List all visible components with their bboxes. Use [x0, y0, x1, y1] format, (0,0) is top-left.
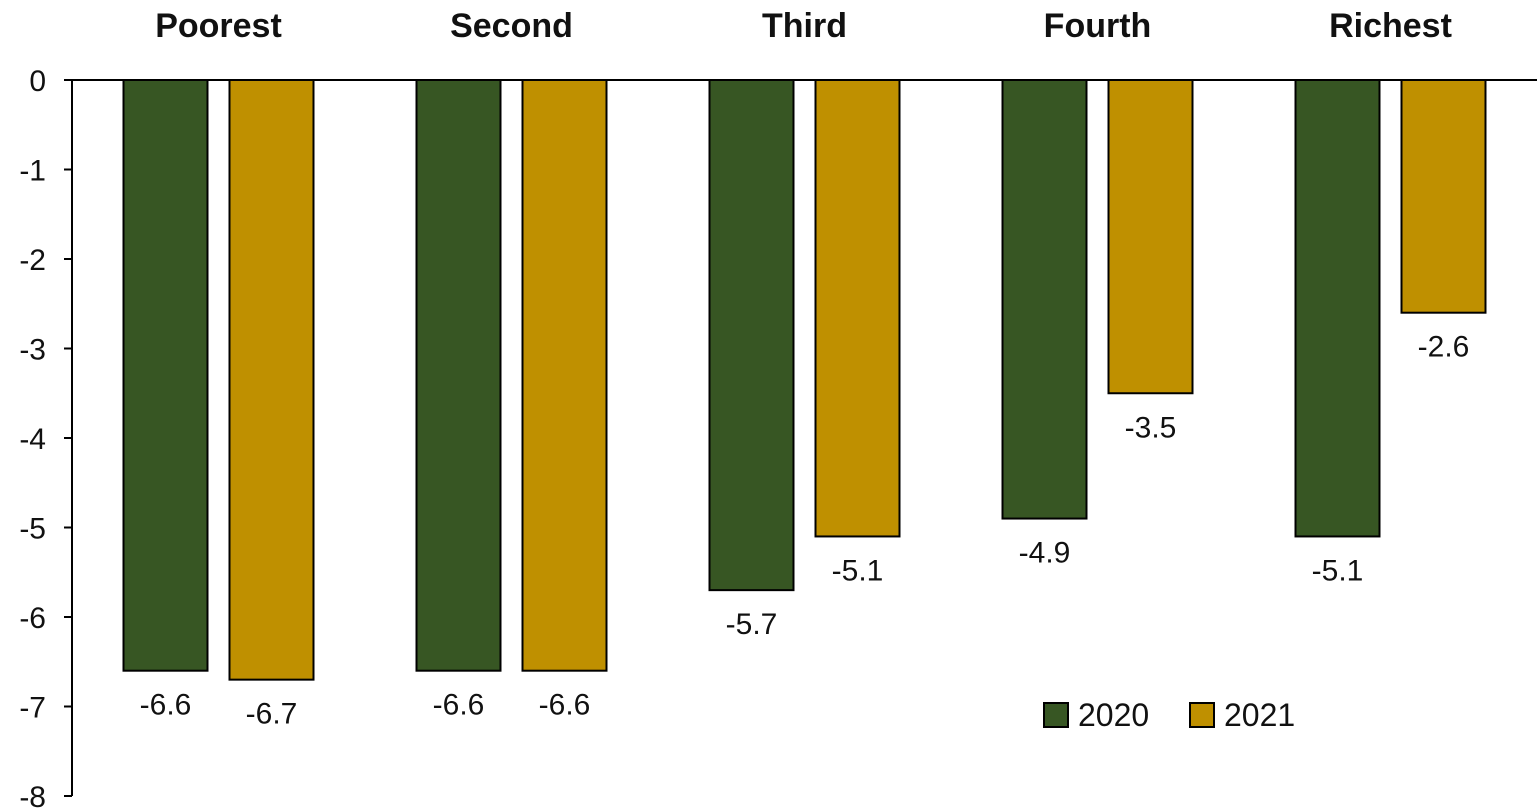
- data-label-2021-second: -6.6: [539, 689, 591, 722]
- y-tick-label: -8: [19, 781, 46, 809]
- bar-2020-third: [708, 79, 795, 592]
- category-label-third: Third: [762, 7, 847, 45]
- bars-group: [122, 79, 1487, 681]
- bar-2020-richest: [1294, 79, 1381, 538]
- labels-group: -6.6 -6.6 -5.7 -4.9 -5.1 -6.7 -6.6 -5.1 -3.5 -2.6: [140, 331, 1470, 731]
- bar-2020-second: [415, 79, 502, 672]
- bar-2021-poorest: [228, 79, 315, 681]
- data-label-2020-poorest: -6.6: [140, 689, 192, 722]
- legend-label-2021: 2021: [1224, 697, 1295, 733]
- data-label-2020-fourth: -4.9: [1019, 537, 1071, 570]
- y-tick-label: 0: [29, 65, 46, 98]
- bar-2021-second: [521, 79, 608, 672]
- y-tick-label: -5: [19, 513, 46, 546]
- legend: 2020 2021: [1043, 697, 1295, 733]
- data-label-2021-poorest: -6.7: [246, 698, 298, 731]
- bar-2021-third: [814, 79, 901, 538]
- y-tick-label: -2: [19, 244, 46, 277]
- bar-2021-fourth: [1107, 79, 1194, 395]
- data-label-2021-richest: -2.6: [1418, 331, 1470, 364]
- category-label-second: Second: [450, 7, 573, 45]
- y-tick-label: -7: [19, 692, 46, 725]
- y-tick-label: -1: [19, 155, 46, 188]
- y-tick-label: -3: [19, 334, 46, 367]
- data-label-2020-third: -5.7: [726, 608, 778, 641]
- bar-2020-fourth: [1001, 79, 1088, 520]
- y-tick-label: -6: [19, 602, 46, 635]
- data-label-2021-fourth: -3.5: [1125, 411, 1177, 444]
- data-label-2020-richest: -5.1: [1312, 554, 1364, 587]
- y-tick-label: -4: [19, 423, 46, 456]
- category-label-richest: Richest: [1329, 7, 1452, 45]
- bar-2020-poorest: [122, 79, 209, 672]
- legend-swatch-2020: [1043, 702, 1069, 728]
- category-label-poorest: Poorest: [155, 7, 282, 45]
- bar-2021-richest: [1400, 79, 1487, 314]
- category-label-fourth: Fourth: [1044, 7, 1152, 45]
- data-label-2021-third: -5.1: [832, 554, 884, 587]
- data-label-2020-second: -6.6: [433, 689, 485, 722]
- legend-label-2020: 2020: [1078, 697, 1149, 733]
- legend-swatch-2021: [1189, 702, 1215, 728]
- axes-group: 0 -1 -2 -3 -4 -5 -6 -7 -8 Poorest Second Third Fourt…: [19, 7, 1537, 809]
